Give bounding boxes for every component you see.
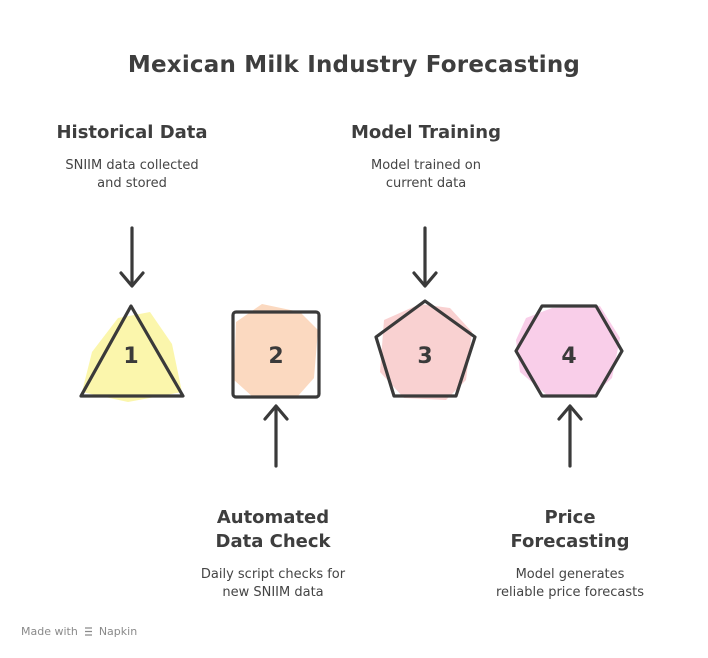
step-3-description-line-2: current data <box>385 176 467 191</box>
napkin-logo-icon <box>84 625 93 638</box>
step-1-title: Historical Data <box>56 122 208 143</box>
step-3-title: Model Training <box>351 122 501 143</box>
step-3-number: 3 <box>417 344 432 369</box>
step-4-description-line-2: reliable price forecasts <box>495 585 645 600</box>
step-4-number: 4 <box>561 344 576 369</box>
step-4-description-line-1: Model generates <box>515 567 625 582</box>
step-2-square-shape <box>231 304 321 399</box>
step-1-triangle-shape <box>79 304 185 402</box>
step-2-title-line-2: Data Check <box>215 531 331 552</box>
step-2-number: 2 <box>268 344 283 369</box>
step-1-down-arrow-icon <box>119 226 145 288</box>
step-4-title-line-2: Forecasting <box>510 531 630 552</box>
step-2-description-line-1: Daily script checks for <box>200 567 346 582</box>
step-4-up-arrow-icon <box>557 404 583 468</box>
step-1-description-line-1: SNIIM data collected <box>65 158 199 173</box>
footer-prefix: Made with <box>21 625 78 638</box>
step-1-description-line-2: and stored <box>97 176 167 191</box>
step-1-number: 1 <box>123 344 138 369</box>
step-2-up-arrow-icon <box>263 404 289 468</box>
step-2-description-line-2: new SNIIM data <box>222 585 324 600</box>
footer-brand: Napkin <box>98 625 138 638</box>
step-4-title-line-1: Price <box>544 507 596 528</box>
step-3-description-line-1: Model trained on <box>371 158 481 173</box>
step-4-hexagon-shape <box>514 304 624 398</box>
step-3-pentagon-shape <box>374 299 477 400</box>
made-with-napkin-footer[interactable]: Made with Napkin <box>21 625 137 638</box>
step-3-down-arrow-icon <box>412 226 438 288</box>
step-2-title-line-1: Automated <box>216 507 330 528</box>
diagram-title: Mexican Milk Industry Forecasting <box>127 52 581 78</box>
